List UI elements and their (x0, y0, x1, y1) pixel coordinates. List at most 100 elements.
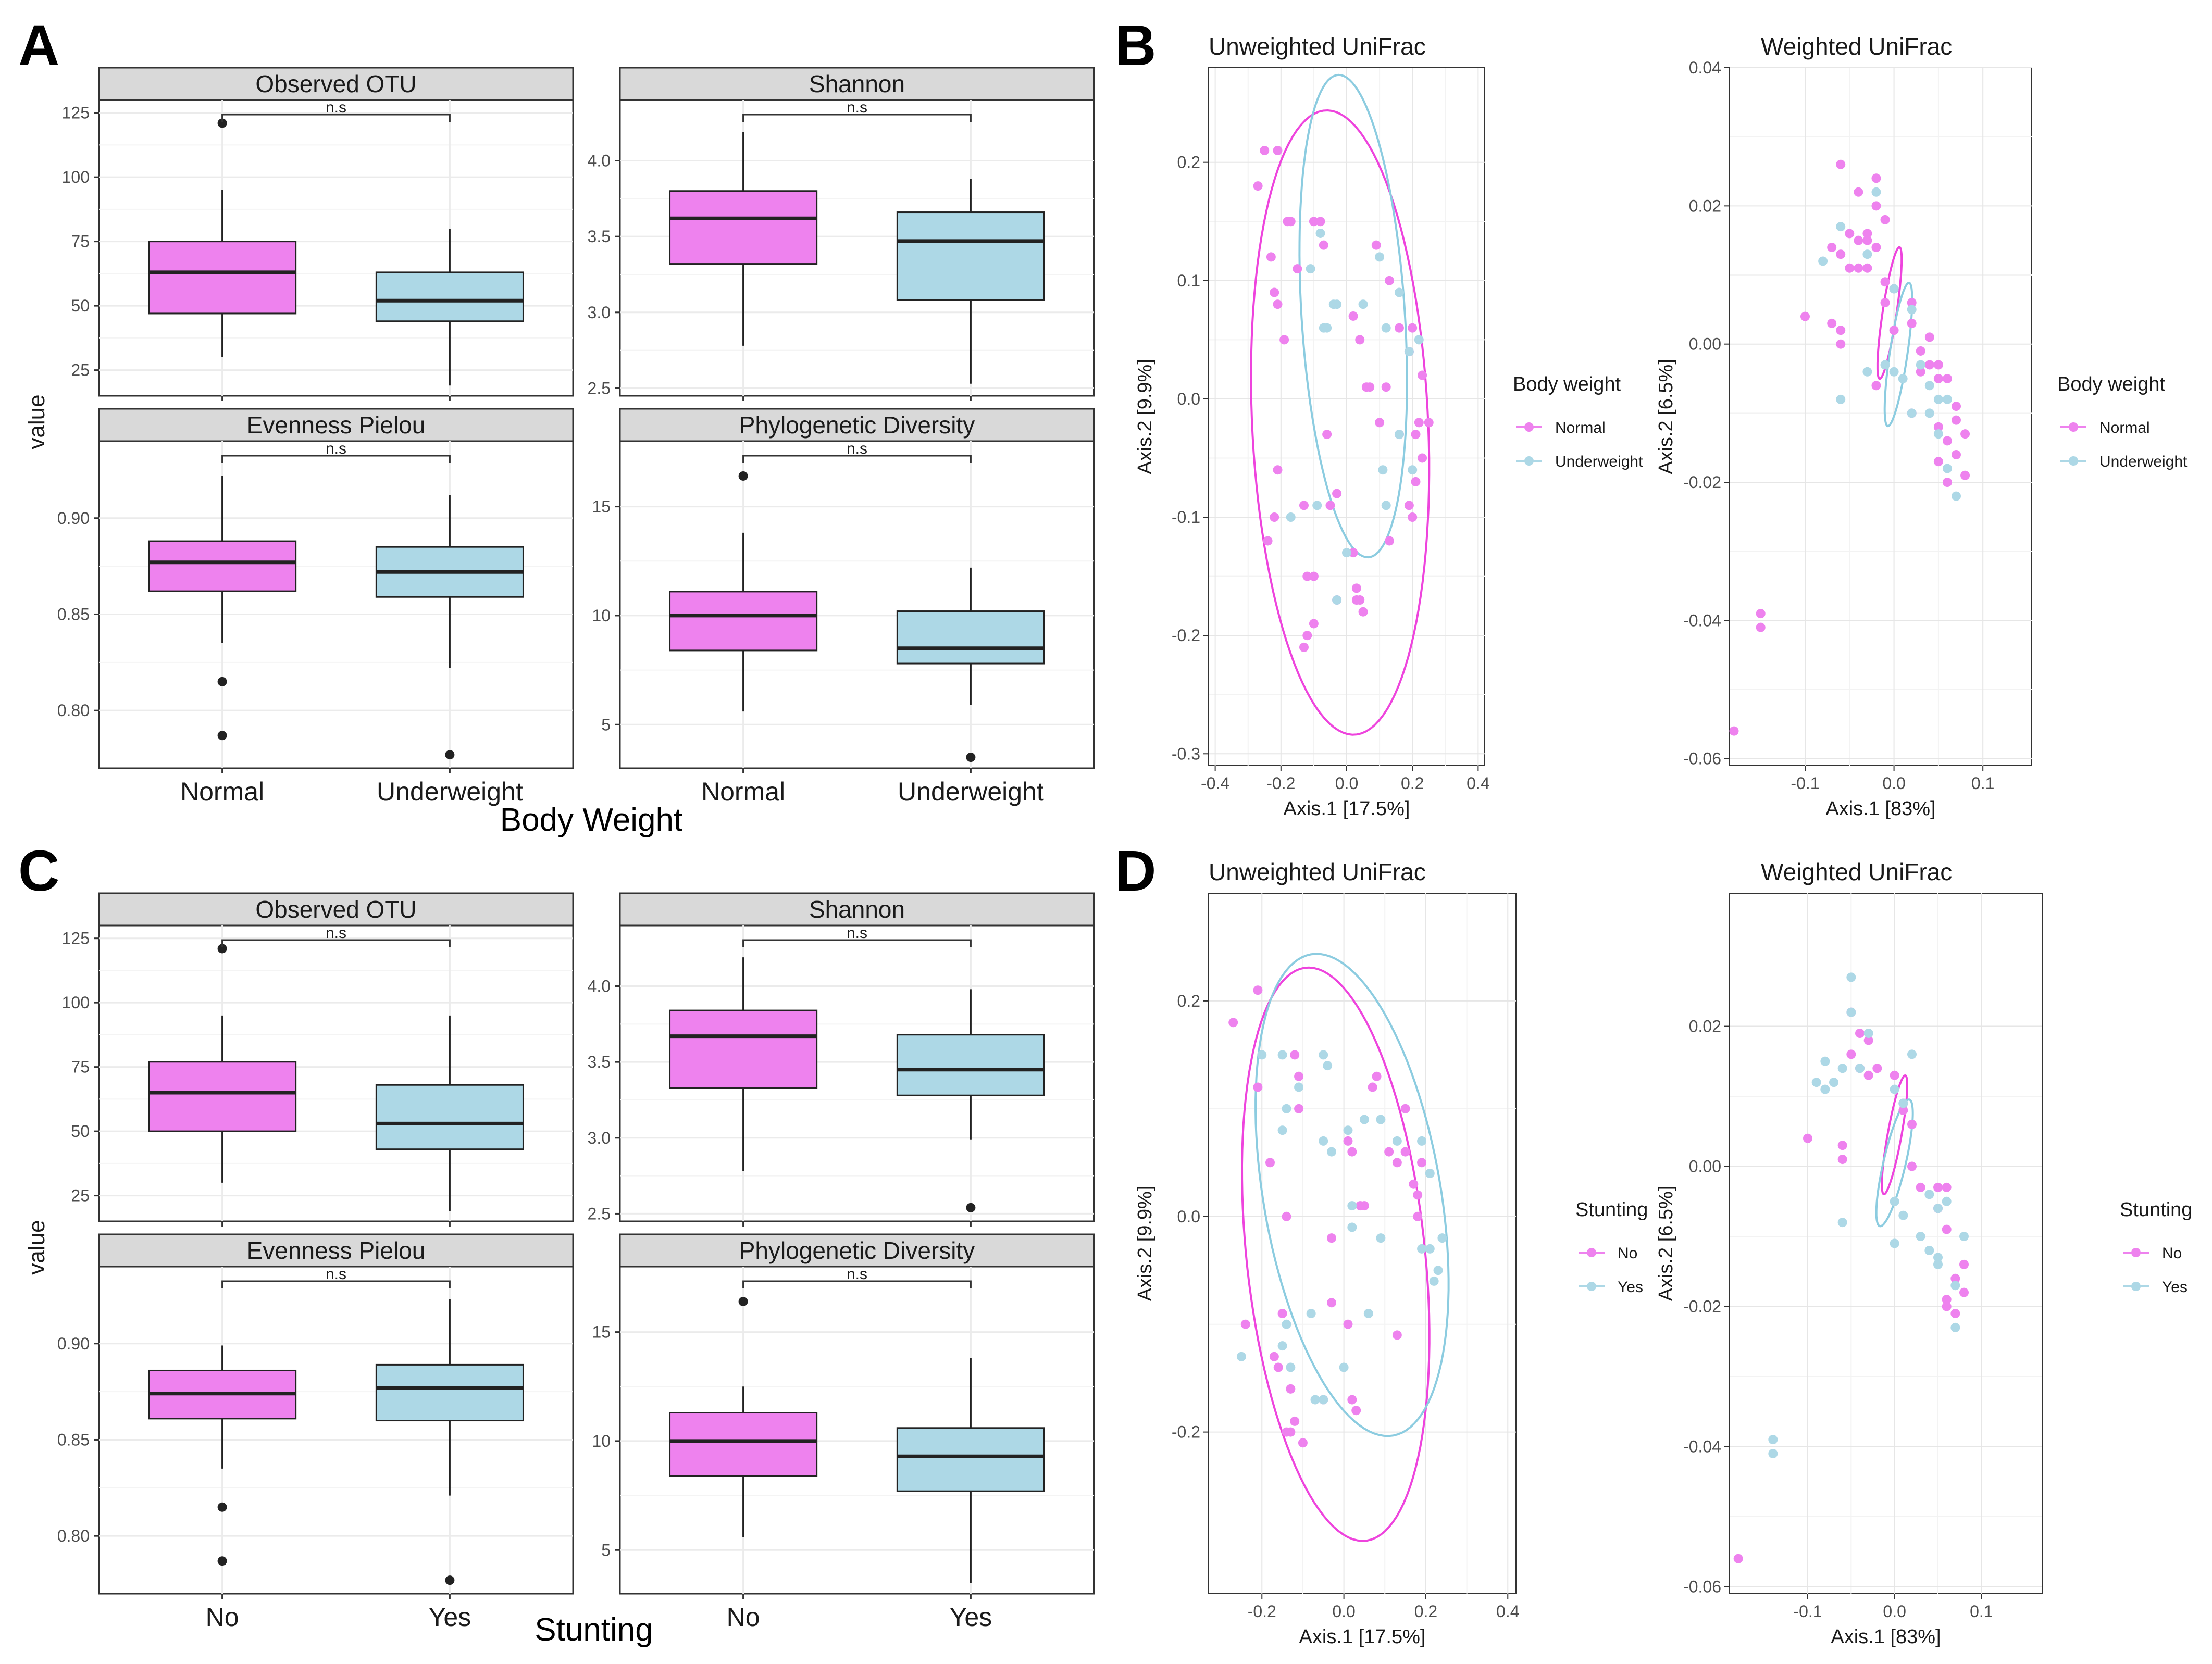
point-group2 (1343, 1125, 1353, 1135)
significance-label: n.s (847, 924, 867, 942)
point-group1 (1907, 298, 1917, 308)
point-group1 (1836, 159, 1846, 169)
point-group1 (1240, 1319, 1250, 1329)
point-group1 (1400, 1104, 1410, 1113)
x-axis-label: Axis.1 [17.5%] (1284, 798, 1410, 820)
outlier-point (217, 944, 227, 954)
point-group1 (1348, 311, 1358, 321)
x-tick-label: Normal (180, 777, 264, 806)
point-group1 (1343, 1319, 1353, 1329)
point-group1 (1277, 1309, 1287, 1318)
point-group1 (1933, 457, 1943, 467)
outlier-point (217, 731, 227, 741)
point-group2 (1916, 1232, 1925, 1242)
facet-strip (98, 67, 574, 101)
y-tick-label: 3.5 (588, 1053, 611, 1071)
boxplot-c-5: Shannon 2.5 3.0 3.5 4.0 n.s (588, 892, 1095, 1227)
point-group2 (1429, 1276, 1439, 1286)
x-tick-label: -0.2 (1266, 774, 1295, 793)
point-group2 (1933, 1204, 1943, 1213)
point-group1 (1933, 360, 1943, 370)
point-group1 (1400, 1147, 1410, 1157)
point-group1 (1846, 1049, 1856, 1059)
point-group2 (1862, 249, 1872, 259)
point-group1 (1351, 1406, 1361, 1416)
facet-title: Phylogenetic Diversity (739, 411, 975, 439)
point-group2 (1829, 1078, 1838, 1087)
legend-key-dot (1587, 1248, 1596, 1257)
y-tick-label: -0.06 (1683, 1578, 1721, 1596)
point-group2 (1378, 465, 1388, 475)
point-group2 (1890, 1084, 1899, 1094)
point-group2 (1417, 1136, 1427, 1146)
pcoa-title: Weighted UniFrac (1761, 33, 1952, 60)
point-group1 (1309, 571, 1319, 581)
y-tick-label: -0.02 (1683, 473, 1721, 492)
point-group1 (1729, 726, 1739, 736)
facet-strip (98, 1233, 574, 1268)
point-group1 (1889, 326, 1899, 335)
significance-bracket (742, 455, 972, 463)
point-group1 (1290, 1050, 1300, 1060)
y-tick-label: 125 (62, 104, 90, 122)
point-group2 (1916, 360, 1925, 370)
pcoa-title: Unweighted UniFrac (1209, 858, 1426, 885)
x-axis-label: Axis.1 [83%] (1825, 798, 1935, 820)
legend-label: Underweight (2099, 453, 2188, 470)
plot-area (1729, 67, 2032, 766)
point-group1 (1348, 548, 1358, 558)
point-group2 (1319, 1136, 1328, 1146)
point-group1 (1315, 217, 1325, 227)
box-0 (669, 190, 818, 265)
y-tick-label: 25 (71, 361, 90, 380)
y-tick-label: 50 (71, 296, 90, 315)
point-group1 (1332, 489, 1342, 498)
point-group1 (1942, 436, 1952, 446)
point-group2 (1306, 1309, 1316, 1318)
point-group2 (1425, 1169, 1435, 1178)
outlier-point (217, 118, 227, 128)
point-group1 (1273, 1362, 1283, 1372)
point-group1 (1862, 229, 1872, 239)
x-tick-label: Normal (701, 777, 785, 806)
y-tick-label: 0.1 (1177, 271, 1200, 290)
point-group2 (1347, 1201, 1357, 1211)
x-tick-label: -0.1 (1793, 1602, 1822, 1621)
x-tick-label: -0.4 (1201, 774, 1229, 793)
point-group2 (1286, 512, 1296, 522)
x-tick-label: Yes (429, 1603, 471, 1632)
ellipse-group1 (1250, 109, 1431, 736)
y-tick-label: 0.04 (1689, 58, 1721, 77)
box-0 (148, 540, 297, 592)
y-tick-label: 3.0 (588, 303, 611, 322)
boxplot-a-3: Phylogenetic Diversity 5 10 15 Normal Underwe… (592, 408, 1095, 806)
y-tick-label: 25 (71, 1186, 90, 1205)
point-group2 (1836, 394, 1846, 404)
y-tick-label: -0.04 (1683, 611, 1721, 630)
point-group1 (1298, 1438, 1308, 1448)
y-tick-label: 4.0 (588, 977, 611, 996)
y-tick-label: 0.0 (1177, 1207, 1200, 1226)
y-tick-label: 0.2 (1177, 153, 1200, 172)
point-group1 (1827, 242, 1837, 252)
y-axis-label: Axis.2 [6.5%] (1655, 1186, 1677, 1302)
y-tick-label: 125 (62, 929, 90, 948)
y-tick-label: 5 (601, 1541, 611, 1559)
point-group1 (1898, 1105, 1908, 1115)
pcoa-d-10: Unweighted UniFrac -0.2 0.0 0.2 0.4 -0.2 0.0 0.… (1134, 858, 1648, 1648)
point-group1 (1863, 1070, 1873, 1080)
point-group2 (1820, 1056, 1830, 1066)
point-group1 (1871, 242, 1881, 252)
point-group1 (1836, 249, 1846, 259)
point-group2 (1907, 408, 1917, 418)
y-tick-label: 10 (592, 1432, 611, 1450)
point-group1 (1381, 382, 1391, 392)
legend-title: Body weight (1513, 373, 1621, 395)
point-group1 (1871, 201, 1881, 211)
point-group1 (1286, 1384, 1296, 1394)
point-group1 (1266, 252, 1276, 262)
outlier-point (445, 750, 455, 760)
y-tick-label: -0.02 (1683, 1297, 1721, 1316)
point-group2 (1890, 1238, 1899, 1248)
point-group2 (1942, 1196, 1952, 1206)
